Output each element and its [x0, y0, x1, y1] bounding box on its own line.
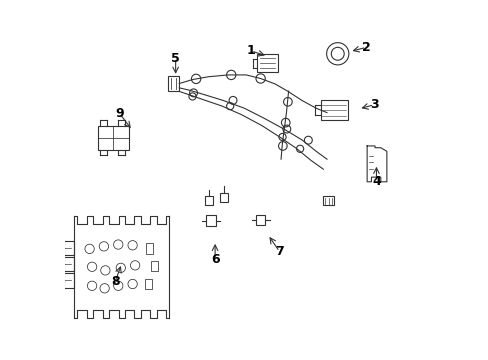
Text: 5: 5	[171, 51, 180, 64]
Text: 7: 7	[275, 245, 284, 258]
Text: 9: 9	[115, 107, 124, 120]
Text: 8: 8	[111, 275, 120, 288]
Text: 6: 6	[210, 253, 219, 266]
Text: 1: 1	[246, 44, 255, 57]
Text: 2: 2	[361, 41, 370, 54]
Text: 4: 4	[371, 175, 380, 188]
Text: 3: 3	[369, 98, 378, 111]
